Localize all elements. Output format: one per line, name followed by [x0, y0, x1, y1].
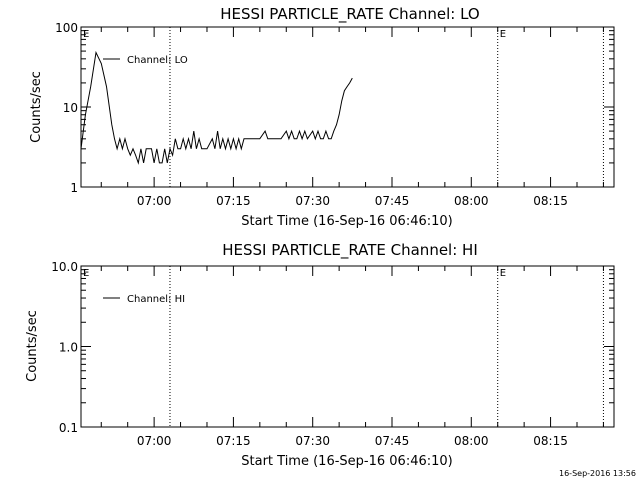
panel-lo-ticks: 1 10 100 07:00 07:15 07:30 07:45 08:00 08:15: [55, 21, 614, 208]
panel-lo-legend: Channel: LO: [103, 55, 188, 66]
panel-lo: HESSI PARTICLE_RATE Channel: LO 1 10 100 07…: [29, 5, 615, 229]
x-tick-label: 07:30: [295, 434, 330, 448]
panel-hi-legend-entry: Channel: HI: [127, 294, 185, 305]
x-tick-label: 07:00: [137, 194, 172, 208]
panel-lo-legend-entry: Channel: LO: [127, 55, 188, 66]
panel-lo-xlabel: Start Time (16-Sep-16 06:46:10): [241, 214, 452, 229]
x-tick-label: 07:15: [216, 194, 251, 208]
panel-hi-legend: Channel: HI: [103, 294, 185, 305]
panel-hi-ylabel: Counts/sec: [25, 310, 40, 382]
series-line: [80, 50, 353, 165]
x-tick-label: 07:30: [295, 194, 330, 208]
y-tick-label: 1.0: [59, 341, 78, 355]
y-tick-label: 0.1: [59, 421, 78, 435]
x-tick-label: 07:45: [375, 434, 410, 448]
panel-hi-ticks: 0.1 1.0 10.0 07:00 07:15 07:30 07:45 08:00 08:15: [51, 260, 614, 448]
event-marker-label: E: [83, 29, 89, 40]
x-tick-label: 07:45: [375, 194, 410, 208]
panel-lo-series: [80, 50, 353, 165]
panel-hi-plot-area: [80, 265, 615, 428]
y-tick-label: 100: [55, 21, 78, 35]
x-tick-label: 07:00: [137, 434, 172, 448]
x-tick-label: 08:00: [454, 434, 489, 448]
y-tick-label: 10: [63, 101, 78, 115]
panel-hi-title: HESSI PARTICLE_RATE Channel: HI: [222, 241, 478, 260]
y-tick-label: 1: [70, 181, 78, 195]
event-marker-label: E: [83, 268, 89, 279]
panel-lo-title: HESSI PARTICLE_RATE Channel: LO: [220, 5, 479, 24]
x-tick-label: 08:15: [533, 194, 568, 208]
x-tick-label: 08:00: [454, 194, 489, 208]
x-tick-label: 08:15: [533, 434, 568, 448]
y-tick-label: 10.0: [51, 260, 78, 274]
x-tick-label: 07:15: [216, 434, 251, 448]
panel-hi: HESSI PARTICLE_RATE Channel: HI 0.1 1.0 10…: [25, 241, 615, 469]
event-marker-label: E: [500, 268, 506, 279]
panel-hi-xlabel: Start Time (16-Sep-16 06:46:10): [241, 454, 452, 469]
event-marker-label: E: [500, 29, 506, 40]
panel-lo-ylabel: Counts/sec: [29, 71, 44, 143]
timestamp: 16-Sep-2016 13:56: [559, 469, 636, 478]
